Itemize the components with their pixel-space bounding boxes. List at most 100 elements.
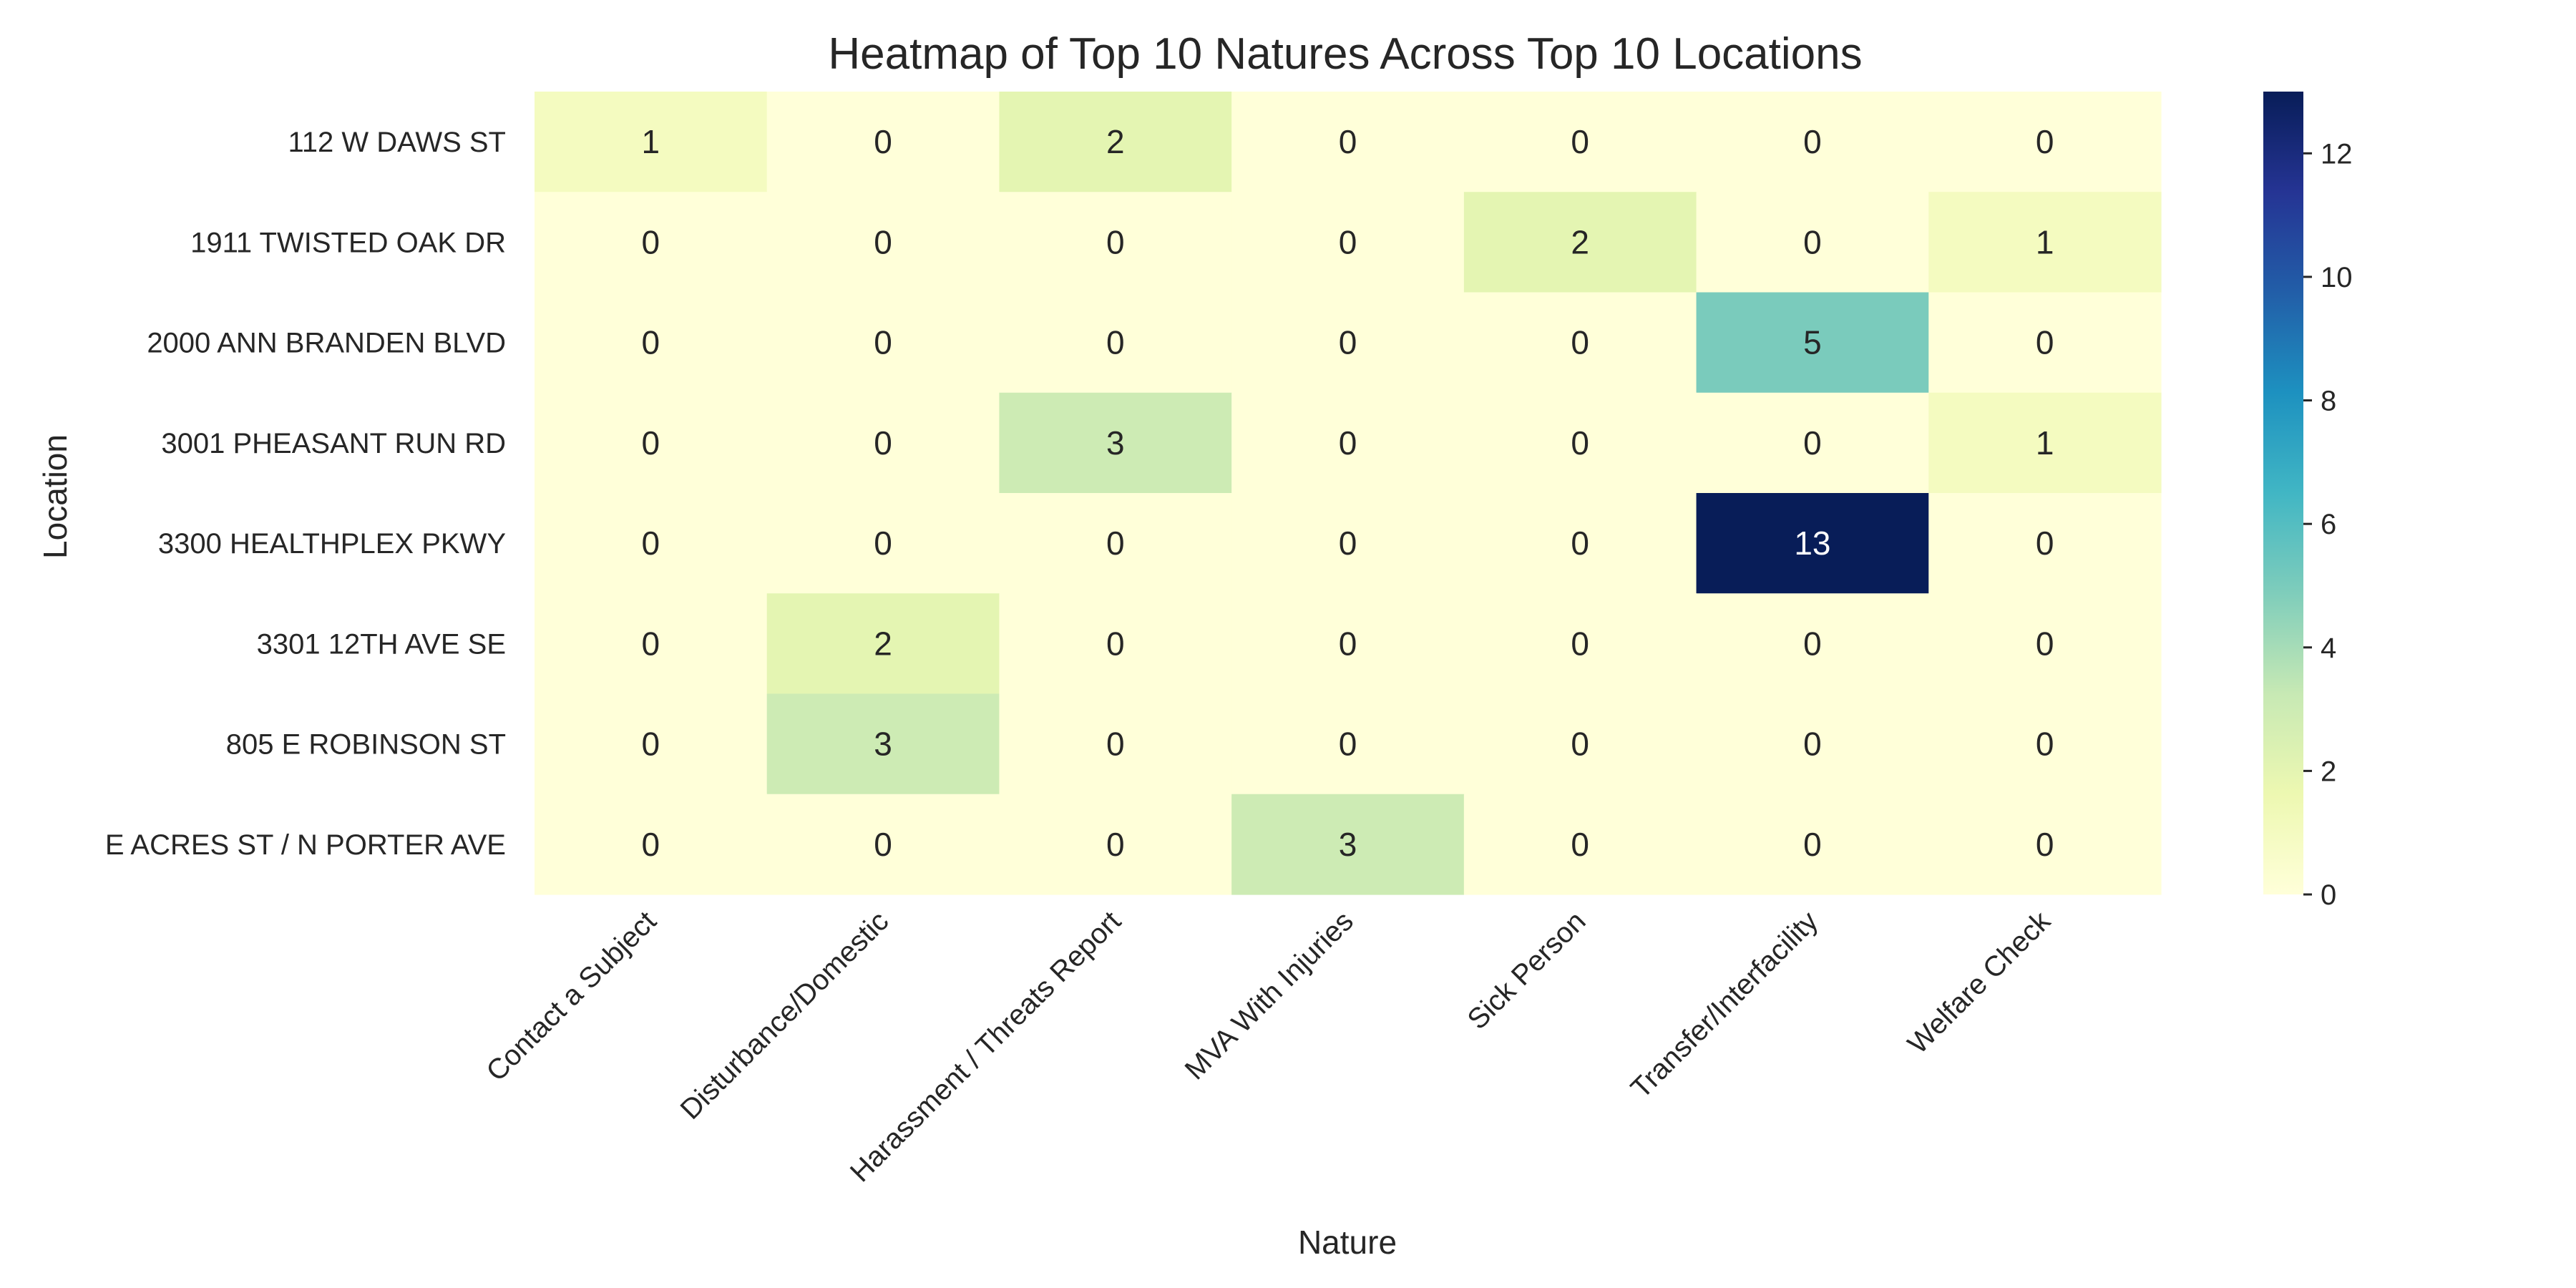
heatmap-cell [999,593,1232,695]
colorbar-gradient [2263,92,2303,894]
y-tick-label: E ACRES ST / N PORTER AVE [105,829,506,861]
heatmap-cell [1231,292,1465,394]
heatmap-cell [1696,693,1929,795]
cell-value-label: 0 [2036,123,2054,160]
heatmap-cell [1463,292,1697,394]
heatmap-cell [999,292,1232,394]
colorbar [2263,92,2303,894]
cell-value-label: 0 [1571,123,1589,160]
cell-value-label: 0 [1339,223,1357,260]
colorbar-tick-label: 4 [2321,633,2336,664]
heatmap-cell [1231,392,1465,494]
heatmap-cells [535,92,2162,895]
cell-value-label: 0 [1339,625,1357,662]
heatmap-cell [1231,92,1465,192]
heatmap-cell [535,593,768,695]
cell-value-label: 3 [1106,424,1125,462]
heatmap-cell [1231,493,1465,594]
cell-value-label: 0 [1571,625,1589,662]
cell-value-label: 0 [1339,525,1357,562]
cell-value-label: 0 [1803,123,1822,160]
heatmap-cell [1696,593,1929,695]
chart-title: Heatmap of Top 10 Natures Across Top 10 … [828,29,1862,79]
cell-value-label: 1 [2036,223,2054,260]
colorbar-tick-label: 0 [2321,879,2336,911]
cell-value-label: 0 [874,223,892,260]
colorbar-tick-label: 10 [2321,262,2353,293]
heatmap-cell [999,92,1232,192]
heatmap-cell [1928,92,2162,192]
cell-value-label: 2 [1571,223,1589,260]
heatmap-cell [1696,292,1929,394]
colorbar-ticks: 0 2 4 6 8 10 12 [2303,138,2353,911]
heatmap-cell [1928,392,2162,494]
y-tick-label: 1911 TWISTED OAK DR [190,227,506,258]
y-tick-label: 3001 PHEASANT RUN RD [161,428,506,459]
heatmap-cell [535,493,768,594]
cell-value-label: 0 [1803,424,1822,462]
cell-value-label: 0 [642,625,660,662]
cell-value-label: 0 [642,525,660,562]
y-tick-label: 112 W DAWS ST [288,127,507,158]
heatmap-cell [1463,693,1697,795]
cell-value-label: 0 [2036,625,2054,662]
cell-value-label: 0 [2036,726,2054,763]
cell-value-label: 3 [874,726,892,763]
x-tick-label: Harassment / Threats Report [844,905,1127,1188]
x-tick-label: Sick Person [1462,905,1592,1035]
cell-value-label: 0 [1339,324,1357,361]
heatmap-cell [1463,593,1697,695]
heatmap-cell [1463,794,1697,895]
colorbar-tick-label: 6 [2321,509,2336,540]
heatmap-cell [766,493,1000,594]
heatmap-cell [1463,493,1697,594]
cell-value-label: 0 [2036,826,2054,863]
heatmap-cell [1463,192,1697,293]
cell-value-label: 3 [1339,826,1357,863]
heatmap-cell [1928,693,2162,795]
cell-value-label: 0 [642,424,660,462]
heatmap-cell [1463,92,1697,192]
cell-value-label: 5 [1803,324,1822,361]
cell-value-label: 0 [1106,625,1125,662]
cell-value-label: 0 [1106,525,1125,562]
cell-value-label: 1 [642,123,660,160]
heatmap-cell [1928,493,2162,594]
cell-value-label: 0 [874,123,892,160]
heatmap-cell [535,392,768,494]
cell-value-labels: 1 0 2 0 0 0 0 0 0 0 0 2 0 1 0 0 0 0 0 5 0 0 0 3 0 0 0 1 0 0 0 0 0 13 0 0 2 0 0… [642,123,2054,863]
heatmap-cell [535,92,768,192]
cell-value-label: 0 [1571,826,1589,863]
cell-value-label: 13 [1794,525,1830,562]
cell-value-label: 0 [1339,123,1357,160]
x-tick-label: Transfer/Interfacility [1625,905,1824,1104]
heatmap-cell [1696,192,1929,293]
heatmap-cell [1928,593,2162,695]
x-tick-labels: Contact a Subject Disturbance/DomesticHar… [480,905,2057,1189]
heatmap-cell [766,192,1000,293]
heatmap-cell [999,493,1232,594]
heatmap-cell [1696,493,1929,594]
cell-value-label: 0 [1803,826,1822,863]
heatmap-cell [535,292,768,394]
y-tick-label: 2000 ANN BRANDEN BLVD [147,328,506,359]
cell-value-label: 0 [642,826,660,863]
cell-value-label: 0 [1803,726,1822,763]
colorbar-tick-label: 8 [2321,386,2336,417]
y-tick-label: 3301 12TH AVE SE [257,628,506,660]
heatmap-cell [535,693,768,795]
cell-value-label: 0 [642,223,660,260]
x-tick-label: Disturbance/Domestic [675,905,895,1126]
cell-value-label: 0 [1571,726,1589,763]
heatmap-cell [1696,92,1929,192]
heatmap-cell [999,794,1232,895]
heatmap-cell [1928,292,2162,394]
heatmap-cell [766,392,1000,494]
heatmap-cell [1696,794,1929,895]
cell-value-label: 0 [874,424,892,462]
cell-value-label: 2 [874,625,892,662]
heatmap-cell [999,192,1232,293]
heatmap-cell [1231,794,1465,895]
y-tick-label: 805 E ROBINSON ST [226,729,506,761]
